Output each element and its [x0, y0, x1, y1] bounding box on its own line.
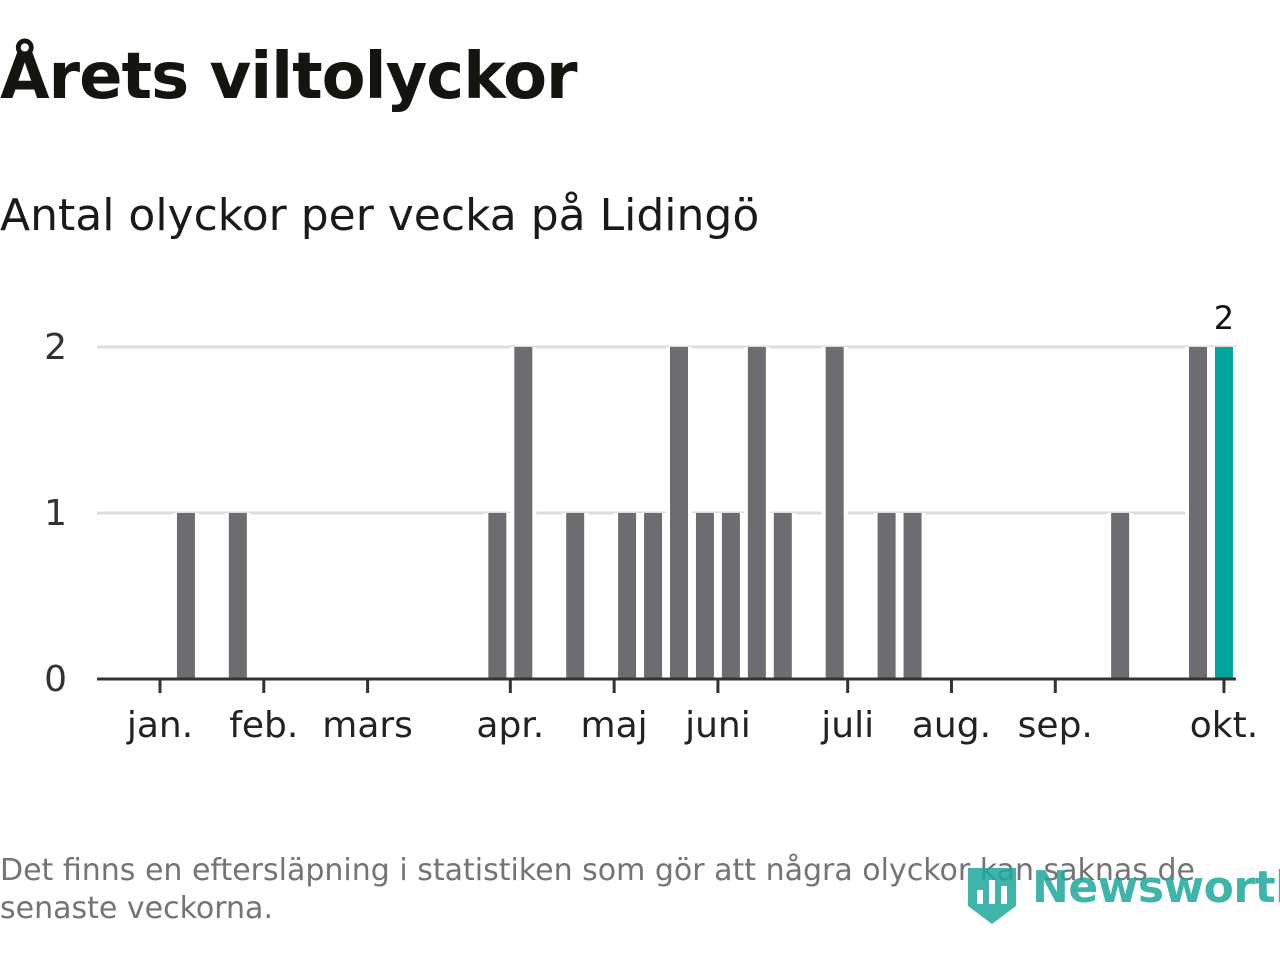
bar	[825, 347, 844, 679]
bar	[903, 513, 922, 679]
data-labels: 2	[1214, 299, 1234, 337]
bar-highlight	[1214, 347, 1233, 679]
y-axis-labels: 0 1 2	[44, 327, 67, 700]
x-axis: jan. feb. mars apr. maj juni juli aug. sep. okt.	[97, 677, 1258, 746]
footnote: Det finns en eftersläpning i statistiken…	[0, 853, 1195, 926]
x-tick-label: aug.	[912, 705, 991, 746]
last-value-label: 2	[1214, 299, 1234, 337]
bar	[488, 513, 507, 679]
bar	[176, 513, 195, 679]
bar	[747, 347, 766, 679]
x-tick-label: apr.	[476, 705, 544, 746]
bar	[228, 513, 247, 679]
x-tick-label: feb.	[229, 705, 298, 746]
x-tick-label: mars	[322, 705, 413, 746]
x-tick-label: okt.	[1190, 705, 1258, 746]
bar	[721, 513, 740, 679]
newsworthy-logo: Newsworthy	[962, 860, 1280, 930]
x-tick-label: jan.	[126, 705, 193, 746]
bar	[670, 347, 688, 679]
x-tick-label: sep.	[1018, 705, 1093, 746]
chart-title: Årets viltolyckor	[0, 40, 578, 114]
x-tick-label: maj	[581, 705, 648, 746]
bar	[1189, 347, 1207, 679]
bar	[877, 513, 896, 679]
x-tick-label: juli	[820, 705, 874, 746]
x-tick-label: juni	[684, 705, 751, 746]
bar	[566, 513, 585, 679]
y-tick-label: 0	[44, 659, 67, 700]
bar	[1111, 513, 1130, 679]
bars	[172, 347, 1237, 679]
bar	[618, 513, 637, 679]
chart-subtitle: Antal olyckor per vecka på Lidingö	[0, 190, 760, 241]
y-tick-label: 1	[44, 493, 67, 534]
y-tick-label: 2	[44, 327, 67, 368]
bar	[695, 513, 714, 679]
bar	[773, 513, 792, 679]
bar	[514, 347, 533, 679]
bar-chart-shield-icon	[968, 868, 1016, 924]
bar-chart: 0 1 2 jan. feb. mars apr. maj juni juli aug. sep. o…	[44, 299, 1258, 746]
brand-name: Newsworthy	[1032, 862, 1280, 913]
bar	[644, 513, 663, 679]
